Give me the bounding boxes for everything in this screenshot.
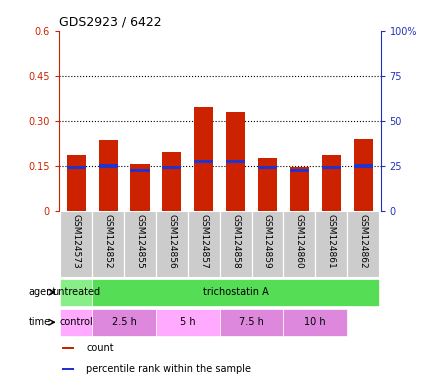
Text: GDS2923 / 6422: GDS2923 / 6422 — [59, 15, 161, 28]
Bar — [187, 211, 219, 277]
Text: GSM124859: GSM124859 — [263, 214, 271, 269]
Bar — [251, 211, 283, 277]
Bar — [162, 152, 181, 211]
Bar — [219, 211, 251, 277]
Text: 7.5 h: 7.5 h — [239, 317, 263, 327]
Text: count: count — [86, 343, 113, 353]
Bar — [60, 279, 92, 306]
Bar — [92, 211, 124, 277]
Bar — [62, 347, 73, 349]
Text: agent: agent — [28, 287, 56, 297]
Bar — [353, 139, 372, 211]
Bar — [321, 166, 340, 169]
Text: GSM124861: GSM124861 — [326, 214, 335, 269]
Bar — [99, 164, 118, 168]
Bar — [155, 211, 187, 277]
Bar — [60, 309, 92, 336]
Bar — [346, 211, 378, 277]
Bar — [226, 160, 245, 163]
Bar — [66, 156, 85, 211]
Text: GSM124857: GSM124857 — [199, 214, 208, 269]
Bar — [155, 309, 219, 336]
Bar — [257, 166, 276, 169]
Bar — [92, 279, 378, 306]
Bar — [124, 211, 155, 277]
Text: GSM124860: GSM124860 — [294, 214, 303, 269]
Text: 2.5 h: 2.5 h — [112, 317, 136, 327]
Bar — [66, 166, 85, 169]
Text: untreated: untreated — [52, 287, 100, 297]
Bar — [353, 164, 372, 168]
Bar — [130, 169, 149, 172]
Bar — [315, 211, 346, 277]
Bar — [321, 156, 340, 211]
Bar — [289, 169, 308, 172]
Bar — [130, 164, 149, 211]
Bar — [92, 309, 155, 336]
Text: GSM124855: GSM124855 — [135, 214, 144, 269]
Text: time: time — [28, 317, 50, 327]
Text: GSM124856: GSM124856 — [167, 214, 176, 269]
Text: 10 h: 10 h — [304, 317, 326, 327]
Bar — [194, 160, 213, 163]
Text: GSM124858: GSM124858 — [230, 214, 240, 269]
Text: GSM124573: GSM124573 — [72, 214, 81, 269]
Bar — [283, 309, 346, 336]
Bar — [62, 368, 73, 371]
Bar — [283, 211, 315, 277]
Bar — [162, 166, 181, 169]
Text: GSM124852: GSM124852 — [103, 214, 112, 269]
Bar — [194, 108, 213, 211]
Text: 5 h: 5 h — [180, 317, 195, 327]
Bar — [219, 309, 283, 336]
Bar — [289, 167, 308, 211]
Text: control: control — [59, 317, 93, 327]
Bar — [99, 141, 118, 211]
Bar — [257, 159, 276, 211]
Text: trichostatin A: trichostatin A — [202, 287, 268, 297]
Bar — [60, 211, 92, 277]
Text: GSM124862: GSM124862 — [358, 214, 367, 269]
Text: percentile rank within the sample: percentile rank within the sample — [86, 364, 250, 374]
Bar — [226, 112, 245, 211]
